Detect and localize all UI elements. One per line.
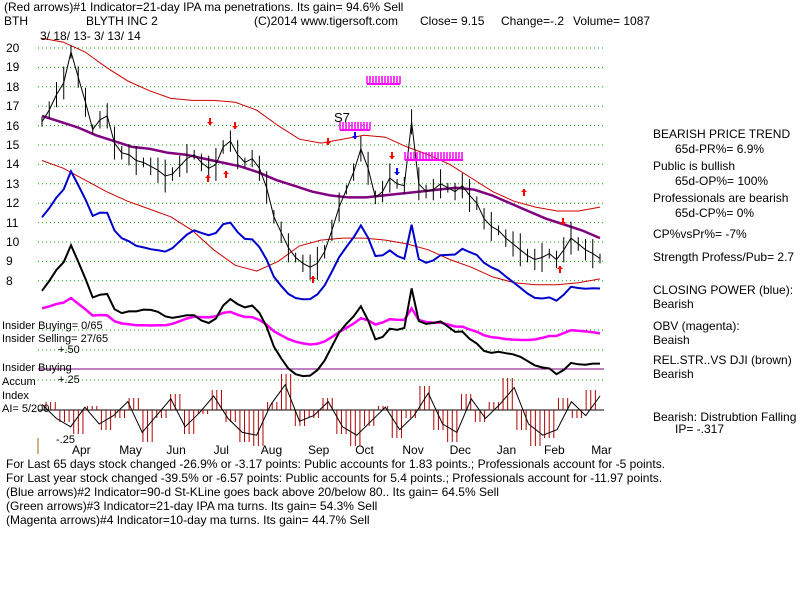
month-may: May <box>119 443 142 457</box>
month-mar: Mar <box>591 443 612 457</box>
header-change: Change=-.2 <box>501 14 565 28</box>
magenta-signal-0 <box>366 76 401 85</box>
header-close: Close= 9.15 <box>420 14 485 28</box>
pr-value: 65d-PR%= 6.9% <box>675 142 765 156</box>
red-arrow-7 <box>310 276 316 283</box>
y-tick-15: 15 <box>6 138 20 152</box>
month-jul: Jul <box>213 443 229 457</box>
y-tick-16: 16 <box>6 118 20 133</box>
y-tick-14: 14 <box>6 157 20 172</box>
obv-line <box>41 296 601 346</box>
date-range: 3/ 18/ 13- 3/ 13/ 14 <box>40 29 141 43</box>
trend-title: BEARISH PRICE TREND <box>653 127 791 141</box>
cp-value: 65d-CP%= 0% <box>675 206 755 220</box>
month-oct: Oct <box>355 443 374 457</box>
footer-line2: For Last year stock changed -39.5% or -6… <box>6 471 663 485</box>
month-dec: Dec <box>449 443 471 457</box>
header-ticker: BTH <box>4 14 28 28</box>
distribution-status: Bearish: Distrubtion Falling <box>653 410 797 424</box>
price-line <box>41 49 601 268</box>
obv-label: OBV (magenta): <box>653 319 740 333</box>
op-value: 65d-OP%= 100% <box>675 174 769 188</box>
month-aug: Aug <box>260 443 283 457</box>
plus25-label: +.25 <box>58 374 80 386</box>
y-tick-10: 10 <box>6 235 20 249</box>
insider-selling-label: Insider Selling= 27/65 <box>2 333 109 345</box>
closing-power-line <box>41 168 601 302</box>
footer-line1: For Last 65 days stock changed -26.9% or… <box>6 457 666 471</box>
insider-buying-label: Insider Buying= 0/65 <box>2 320 103 332</box>
accumulation-index-bars <box>38 374 604 446</box>
red-arrow-1 <box>232 122 238 129</box>
bollinger-bands <box>41 37 601 286</box>
price-bars <box>41 45 601 280</box>
month-nov: Nov <box>402 443 424 457</box>
closing-power-label: CLOSING POWER (blue): <box>653 283 794 297</box>
strength-value: Strength Profess/Pub= 2.7 <box>653 250 795 264</box>
footer-line3: (Blue arrows)#2 Indicator=90-d St-KLine … <box>6 485 499 499</box>
ip-value: IP= -.317 <box>675 422 725 436</box>
relative-strength-line <box>41 242 600 378</box>
minus25-label: -.25 <box>56 434 75 446</box>
header-copyright: (C)2014 www.tigersoft.com <box>254 14 399 28</box>
red-arrow-0 <box>207 118 213 125</box>
red-arrow-2 <box>325 138 331 145</box>
month-jan: Jan <box>496 443 517 457</box>
red-arrow-5 <box>205 175 211 182</box>
signal-arrows <box>205 76 566 283</box>
red-arrow-3 <box>389 152 395 159</box>
red-arrow-8 <box>557 266 563 273</box>
professionals-status: Professionals are bearish <box>653 191 789 205</box>
red-arrow-6 <box>223 171 229 178</box>
upper-band <box>41 37 601 212</box>
relstr-status: Bearish <box>653 367 694 381</box>
closing-power-line <box>41 168 601 302</box>
cpvspr-value: CP%vsPr%= -7% <box>653 227 747 241</box>
red-arrow-9 <box>521 189 527 196</box>
y-tick-8: 8 <box>6 273 13 288</box>
obv-line <box>41 296 601 346</box>
month-apr: Apr <box>72 443 91 457</box>
y-tick-20: 20 <box>6 41 20 55</box>
ma65-line <box>41 114 601 240</box>
moving-average-65 <box>41 114 601 240</box>
y-tick-13: 13 <box>6 176 20 191</box>
magenta-signal-2 <box>404 152 463 161</box>
month-feb: Feb <box>544 443 565 457</box>
index-label: Index <box>2 390 29 402</box>
month-jun: Jun <box>166 443 186 457</box>
accum-label: Accum <box>2 376 36 388</box>
ai-label: AI= 5/200 <box>2 403 50 415</box>
footer-line5: (Magenta arrows)#4 Indicator=10-day ma t… <box>6 513 370 527</box>
insider-buying2-label: Insider Buying <box>2 362 72 374</box>
y-tick-17: 17 <box>6 99 20 114</box>
blue-arrow-0 <box>352 132 358 139</box>
public-status: Public is bullish <box>653 159 736 173</box>
indicator-grid <box>37 329 604 454</box>
footer-line4: (Green arrows)#3 Indicator=21-day IPA ma… <box>6 499 378 513</box>
y-tick-9: 9 <box>6 254 13 269</box>
accum-index-line <box>41 383 601 436</box>
blue-arrow-1 <box>394 168 400 175</box>
relstr-line <box>41 242 600 378</box>
relstr-label: REL.STR..VS DJI (brown) <box>653 353 792 367</box>
header-line1: (Red arrows)#1 Indicator=21-day IPA ma p… <box>4 0 404 14</box>
month-sep: Sep <box>308 443 330 457</box>
y-tick-19: 19 <box>6 60 20 75</box>
closing-power-status: Bearish <box>653 297 694 311</box>
s7-label: S7 <box>334 110 350 125</box>
red-arrow-4 <box>560 218 566 225</box>
lower-band <box>41 160 601 286</box>
price-grid <box>38 47 604 282</box>
plus50-label: +.50 <box>58 344 80 356</box>
header-volume: Volume= 1087 <box>573 14 651 28</box>
magenta-signal-1 <box>339 122 371 131</box>
y-tick-11: 11 <box>6 215 19 230</box>
y-tick-18: 18 <box>6 79 20 94</box>
y-tick-12: 12 <box>6 196 20 211</box>
header-company: BLYTH INC 2 <box>86 14 158 28</box>
obv-status: Beaish <box>653 333 690 347</box>
